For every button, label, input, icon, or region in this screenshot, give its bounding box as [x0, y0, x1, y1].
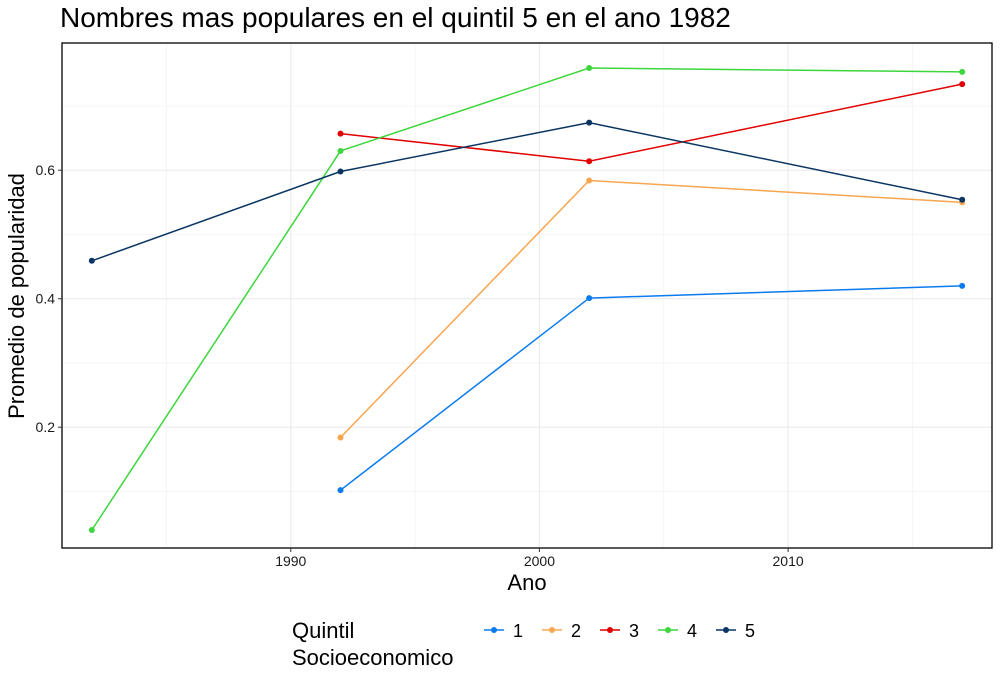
legend: Quintil Socioeconomico 1 2 3 4 5 — [292, 618, 755, 670]
data-point — [88, 527, 95, 534]
data-point — [337, 168, 344, 175]
data-point — [959, 196, 966, 203]
data-point — [586, 119, 593, 126]
legend-title-line-1: Quintil — [292, 618, 354, 643]
series-line — [340, 285, 963, 491]
series-layer — [88, 65, 966, 534]
legend-label: 3 — [629, 621, 639, 641]
series-4 — [88, 65, 966, 534]
legend-key-point — [607, 627, 613, 633]
legend-key-point — [723, 627, 729, 633]
legend-item-3: 3 — [600, 621, 639, 641]
series-line — [339, 179, 963, 439]
data-point — [337, 130, 344, 137]
data-point — [586, 158, 593, 165]
series-5 — [88, 119, 966, 264]
legend-keys: 1 2 3 4 5 — [484, 621, 755, 641]
data-point — [88, 257, 95, 264]
series-line — [91, 121, 963, 262]
x-axis-title: Ano — [507, 570, 546, 595]
data-point — [337, 434, 344, 441]
data-point — [586, 295, 593, 302]
series-3 — [337, 81, 966, 165]
legend-item-5: 5 — [716, 621, 755, 641]
data-point — [586, 65, 593, 72]
legend-item-2: 2 — [542, 621, 581, 641]
y-axis-ticks: 0.2 0.4 0.6 — [36, 162, 62, 435]
legend-item-1: 1 — [484, 621, 523, 641]
y-tick-label: 0.4 — [36, 291, 56, 307]
data-point — [586, 177, 593, 184]
legend-label: 5 — [745, 621, 755, 641]
series-2 — [337, 177, 966, 441]
data-point — [959, 68, 966, 75]
data-point — [337, 487, 344, 494]
series-1 — [337, 282, 966, 494]
legend-key-point — [491, 627, 497, 633]
legend-label: 1 — [513, 621, 523, 641]
plot-panel-border — [61, 42, 993, 549]
x-tick-label: 1990 — [275, 553, 306, 569]
data-point — [959, 282, 966, 289]
data-point — [337, 147, 344, 154]
legend-title-line-2: Socioeconomico — [292, 645, 453, 670]
legend-label: 4 — [687, 621, 697, 641]
y-tick-label: 0.2 — [36, 419, 56, 435]
legend-key-point — [549, 627, 555, 633]
x-axis-ticks: 1990 2000 2010 — [275, 548, 804, 569]
y-tick-label: 0.6 — [36, 162, 56, 178]
y-axis-title: Promedio de popularidad — [4, 173, 29, 419]
x-tick-label: 2010 — [773, 553, 804, 569]
series-line — [91, 67, 963, 531]
data-point — [959, 81, 966, 88]
series-line — [340, 83, 963, 162]
legend-key-point — [665, 627, 671, 633]
legend-item-4: 4 — [658, 621, 697, 641]
x-tick-label: 2000 — [524, 553, 555, 569]
grid-lines — [62, 43, 992, 548]
chart-title: Nombres mas populares en el quintil 5 en… — [60, 2, 731, 33]
legend-label: 2 — [571, 621, 581, 641]
